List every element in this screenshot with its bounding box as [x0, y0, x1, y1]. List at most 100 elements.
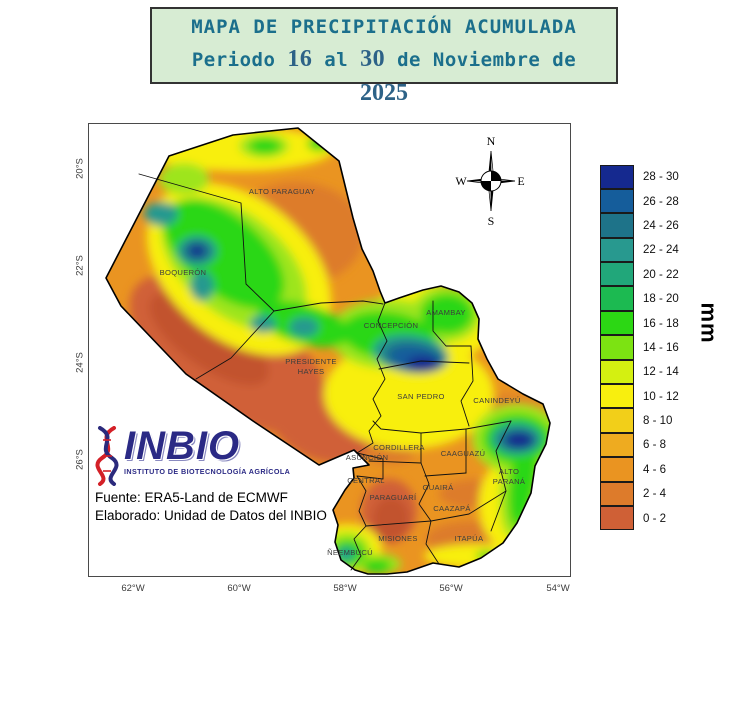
x-tick-60w: 60°W: [227, 583, 251, 594]
inbio-logo: INBIO INSTITUTO DE BIOTECNOLOGÍA AGRÍCOL…: [92, 426, 292, 486]
legend-item: 4 - 6: [600, 457, 679, 482]
period-word: Periodo: [191, 49, 276, 71]
legend-range: 24 - 26: [643, 219, 679, 232]
legend-item: 0 - 2: [600, 505, 679, 531]
y-tick-24s: 24°S: [74, 352, 86, 373]
legend-item: 8 - 10: [600, 408, 679, 433]
legend-item: 14 - 16: [600, 335, 679, 360]
label-amambay: AMAMBAY: [426, 308, 466, 317]
period-month: de Noviembre de: [397, 49, 577, 71]
legend-range: 2 - 4: [643, 488, 667, 501]
legend-range: 12 - 14: [643, 366, 679, 379]
legend-range: 28 - 30: [643, 171, 679, 184]
legend-swatch: [600, 384, 634, 409]
legend-swatch: [600, 481, 634, 506]
label-boqueron: BOQUERÓN: [160, 268, 207, 277]
legend-item: 20 - 22: [600, 262, 679, 287]
legend: 28 - 30 26 - 28 24 - 26 22 - 24 20 - 22 …: [600, 164, 679, 531]
legend-swatch: [600, 262, 634, 287]
elaborated-line: Elaborado: Unidad de Datos del INBIO: [95, 508, 327, 523]
legend-swatch: [600, 164, 634, 189]
legend-unit-mm: mm: [696, 302, 722, 344]
label-alto: ALTO: [499, 467, 519, 476]
dna-helix-icon: [95, 426, 119, 486]
label-san-pedro: SAN PEDRO: [397, 392, 444, 401]
y-tick-20s: 20°S: [74, 158, 86, 179]
legend-item: 26 - 28: [600, 188, 679, 214]
department-labels: ALTO PARAGUAY BOQUERÓN PRESIDENTE HAYES …: [160, 187, 526, 557]
legend-item: 18 - 20: [600, 286, 679, 311]
legend-swatch: [600, 213, 634, 238]
legend-range: 10 - 12: [643, 390, 679, 403]
label-cordillera: CORDILLERA: [373, 443, 425, 452]
label-neembucu: ÑEEMBUCÚ: [327, 548, 373, 557]
legend-range: 18 - 20: [643, 293, 679, 306]
compass-east: E: [517, 174, 524, 188]
legend-range: 14 - 16: [643, 341, 679, 354]
legend-swatch: [600, 359, 634, 385]
label-central: CENTRAL: [347, 476, 385, 485]
legend-item: 22 - 24: [600, 237, 679, 263]
label-caaguazu: CAAGUAZÚ: [441, 449, 486, 458]
map-title: MAPA DE PRECIPITACIÓN ACUMULADA: [191, 16, 577, 38]
legend-range: 22 - 24: [643, 244, 679, 257]
legend-item: 2 - 4: [600, 481, 679, 506]
compass-west: W: [455, 174, 467, 188]
label-misiones: MISIONES: [378, 534, 418, 543]
inbio-logo-text: INBIO: [124, 424, 241, 468]
period-year: 2025: [360, 80, 408, 106]
compass-north: N: [487, 134, 496, 148]
period-start-day: 16: [287, 46, 313, 72]
label-alto-paraguay: ALTO PARAGUAY: [249, 187, 315, 196]
legend-swatch: [600, 457, 634, 482]
paraguay-precipitation-map: ALTO PARAGUAY BOQUERÓN PRESIDENTE HAYES …: [105, 127, 551, 575]
department-borders: [138, 173, 512, 571]
label-canindeyu: CANINDEYÚ: [473, 396, 520, 405]
label-caazapa: CAAZAPÁ: [433, 504, 471, 513]
x-tick-54w: 54°W: [546, 583, 570, 594]
label-concepcion: CONCEPCIÓN: [364, 321, 418, 330]
legend-swatch: [600, 505, 634, 531]
paraguay-outline: [105, 127, 551, 575]
legend-item: 10 - 12: [600, 384, 679, 409]
legend-item: 24 - 26: [600, 213, 679, 238]
legend-range: 4 - 6: [643, 463, 667, 476]
label-paraguari: PARAGUARÍ: [370, 493, 417, 502]
legend-swatch: [600, 335, 634, 360]
legend-swatch: [600, 237, 634, 263]
x-tick-58w: 58°W: [333, 583, 357, 594]
y-tick-26s: 26°S: [74, 449, 86, 470]
map-period: Periodo 16 al 30 de Noviembre de: [152, 46, 616, 73]
x-tick-56w: 56°W: [439, 583, 463, 594]
legend-range: 8 - 10: [643, 415, 673, 428]
legend-range: 20 - 22: [643, 268, 679, 281]
legend-swatch: [600, 310, 634, 336]
source-line: Fuente: ERA5-Land de ECMWF: [95, 490, 288, 505]
legend-swatch: [600, 188, 634, 214]
legend-swatch: [600, 432, 634, 458]
legend-swatch: [600, 408, 634, 433]
label-asuncion: ASUNCIÓN: [346, 453, 388, 462]
legend-item: 16 - 18: [600, 310, 679, 336]
label-hayes: HAYES: [298, 367, 325, 376]
y-tick-22s: 22°S: [74, 255, 86, 276]
legend-item: 6 - 8: [600, 432, 679, 458]
label-guaira: GUAIRÁ: [423, 483, 455, 492]
title-box: MAPA DE PRECIPITACIÓN ACUMULADA Periodo …: [150, 7, 618, 84]
legend-range: 26 - 28: [643, 195, 679, 208]
inbio-logo-subtitle: INSTITUTO DE BIOTECNOLOGÍA AGRÍCOLA: [124, 467, 291, 476]
compass-rose-icon: N S W E: [455, 134, 524, 228]
compass-south: S: [488, 214, 495, 228]
label-itapua: ITAPÚA: [455, 534, 484, 543]
legend-range: 6 - 8: [643, 439, 667, 452]
legend-range: 16 - 18: [643, 317, 679, 330]
label-presidente: PRESIDENTE: [285, 357, 337, 366]
source-credits: Fuente: ERA5-Land de ECMWF Elaborado: Un…: [95, 489, 327, 525]
x-tick-62w: 62°W: [121, 583, 145, 594]
period-end-day: 30: [360, 46, 386, 72]
legend-swatch: [600, 286, 634, 311]
label-parana: PARANÁ: [493, 477, 526, 486]
legend-item: 28 - 30: [600, 164, 679, 189]
legend-item: 12 - 14: [600, 359, 679, 385]
